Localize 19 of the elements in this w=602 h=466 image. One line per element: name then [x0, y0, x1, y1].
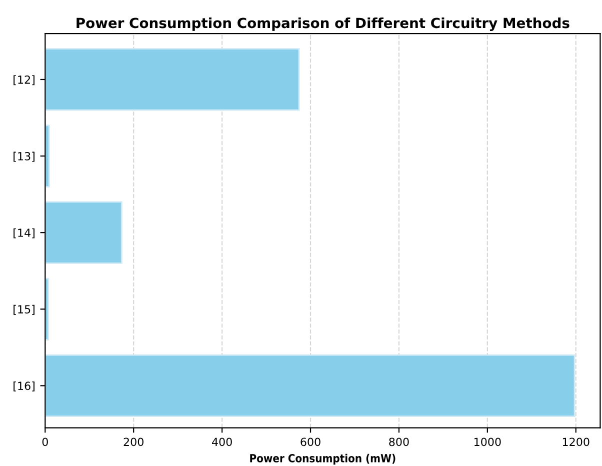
y-tick-label: [14]	[14, 228, 34, 238]
bar	[45, 278, 49, 340]
y-tick-label: [16]	[14, 381, 34, 392]
x-tick-label: 200	[124, 438, 144, 446]
x-tick-label: 800	[389, 438, 409, 446]
x-tick-label: 1000	[474, 438, 501, 446]
bar	[45, 124, 50, 188]
y-tick-label: [15]	[14, 304, 34, 315]
bar	[45, 48, 300, 111]
x-tick-label: 1200	[562, 438, 590, 446]
x-axis-title: Power Consumption (mW)	[250, 454, 396, 465]
x-tick-label: 0	[42, 438, 48, 446]
y-tick-label: [13]	[14, 152, 34, 162]
x-tick-label: 600	[300, 438, 320, 446]
chart-title: Power Consumption Comparison of Different Circuitry Methods	[76, 17, 570, 31]
bar	[45, 201, 122, 264]
x-tick-label: 400	[212, 438, 232, 446]
y-tick-label: [12]	[14, 75, 34, 86]
bar	[45, 354, 576, 417]
